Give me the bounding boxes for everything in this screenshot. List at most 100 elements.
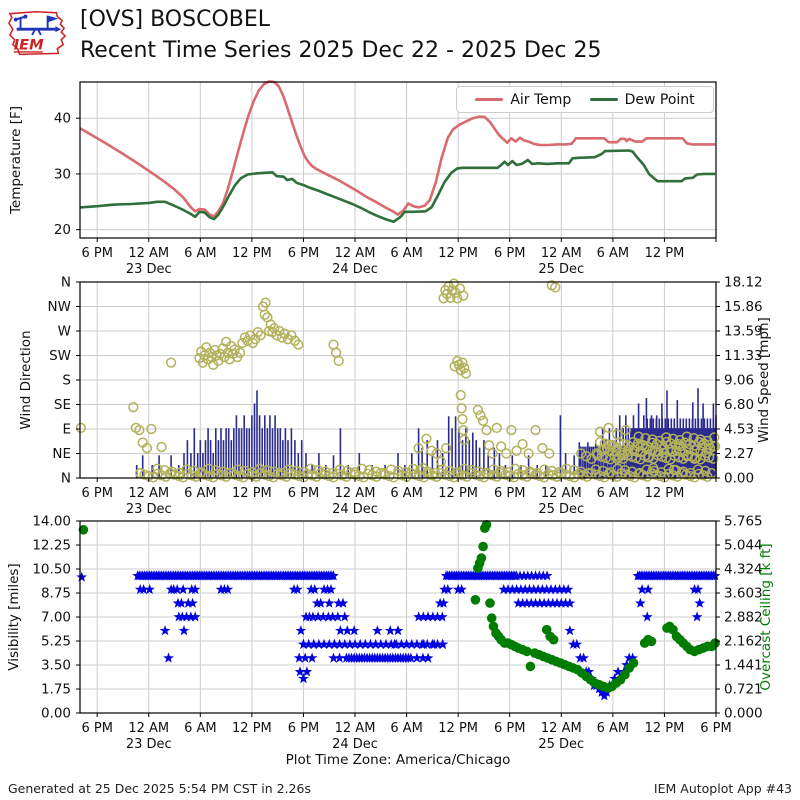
svg-text:14.00: 14.00	[32, 514, 71, 530]
dew-point-swatch	[589, 98, 618, 101]
svg-text:6 PM: 6 PM	[81, 246, 112, 261]
svg-text:6 PM: 6 PM	[81, 721, 112, 736]
svg-text:5.044: 5.044	[724, 538, 763, 554]
svg-text:23 Dec: 23 Dec	[126, 262, 172, 277]
visibility-stars	[76, 570, 721, 701]
svg-text:6 AM: 6 AM	[390, 486, 423, 501]
svg-text:12 PM: 12 PM	[645, 486, 685, 501]
svg-text:W: W	[58, 324, 71, 340]
logo-text: IEM	[14, 38, 44, 54]
svg-text:12 PM: 12 PM	[438, 246, 478, 261]
svg-text:12 AM: 12 AM	[335, 721, 376, 736]
svg-text:12 PM: 12 PM	[232, 486, 272, 501]
temperature-legend: Air Temp Dew Point	[456, 86, 714, 113]
svg-text:12 AM: 12 AM	[541, 486, 582, 501]
svg-text:6 AM: 6 AM	[390, 721, 423, 736]
svg-text:12 AM: 12 AM	[541, 246, 582, 261]
air-temp-line	[79, 80, 716, 218]
svg-text:6 PM: 6 PM	[288, 486, 319, 501]
svg-text:0.00: 0.00	[724, 471, 754, 487]
svg-text:23 Dec: 23 Dec	[126, 502, 172, 517]
svg-text:10.50: 10.50	[32, 562, 71, 578]
svg-text:12.25: 12.25	[32, 538, 71, 554]
svg-text:0.000: 0.000	[724, 706, 763, 722]
svg-text:40: 40	[54, 111, 71, 127]
svg-text:3.50: 3.50	[41, 658, 71, 674]
legend-item-air-temp: Air Temp	[475, 92, 571, 108]
svg-text:6 PM: 6 PM	[288, 721, 319, 736]
svg-text:0.721: 0.721	[724, 682, 763, 698]
svg-text:6 AM: 6 AM	[597, 486, 630, 501]
svg-text:12 AM: 12 AM	[128, 721, 169, 736]
svg-text:11.33: 11.33	[724, 348, 763, 364]
svg-text:0.00: 0.00	[41, 706, 71, 722]
svg-text:25 Dec: 25 Dec	[538, 262, 584, 277]
svg-text:12 AM: 12 AM	[128, 486, 169, 501]
wind-chart: N NW W SW S SE E NE N 18.12 15.86 13.59 11.33 9.06 6.8…	[18, 275, 772, 518]
svg-text:24 Dec: 24 Dec	[332, 737, 378, 752]
weather-station-icon	[13, 14, 62, 36]
svg-text:6 PM: 6 PM	[81, 486, 112, 501]
svg-text:1.75: 1.75	[41, 682, 71, 698]
svg-text:6 PM: 6 PM	[288, 246, 319, 261]
svg-text:6 AM: 6 AM	[184, 721, 217, 736]
legend-label-air-temp: Air Temp	[510, 91, 572, 108]
svg-text:2.27: 2.27	[724, 446, 754, 462]
svg-text:12 PM: 12 PM	[438, 721, 478, 736]
svg-text:12 AM: 12 AM	[335, 486, 376, 501]
svg-text:Wind Speed [mph]: Wind Speed [mph]	[756, 317, 772, 443]
svg-text:12 AM: 12 AM	[128, 246, 169, 261]
visibility-chart: 14.00 12.25 10.50 8.75 7.00 5.25 3.50 1.75 0.00 5…	[6, 514, 774, 769]
page-title: [OVS] BOSCOBEL	[80, 7, 271, 32]
generated-at-text: Generated at 25 Dec 2025 5:54 PM CST in …	[8, 781, 311, 796]
iowa-state-outline	[8, 10, 67, 56]
svg-text:SW: SW	[49, 348, 71, 364]
svg-text:12 PM: 12 PM	[232, 721, 272, 736]
svg-text:6 PM: 6 PM	[494, 486, 525, 501]
svg-text:Overcast Ceiling [k ft]: Overcast Ceiling [k ft]	[758, 543, 774, 690]
page-header: IEM [OVS] BOSCOBEL Recent Time Series 20…	[0, 0, 800, 76]
svg-text:12 PM: 12 PM	[438, 486, 478, 501]
svg-text:S: S	[62, 373, 71, 389]
svg-text:6 AM: 6 AM	[390, 246, 423, 261]
dew-point-line	[79, 149, 716, 224]
svg-text:2.882: 2.882	[724, 610, 763, 626]
svg-text:12 PM: 12 PM	[645, 721, 685, 736]
svg-text:6 AM: 6 AM	[184, 486, 217, 501]
svg-text:30: 30	[54, 166, 71, 182]
svg-text:25 Dec: 25 Dec	[538, 502, 584, 517]
ceiling-dots	[78, 520, 720, 693]
svg-text:NE: NE	[52, 446, 71, 462]
page-footer: Generated at 25 Dec 2025 5:54 PM CST in …	[0, 776, 800, 800]
svg-text:Wind Direction: Wind Direction	[18, 330, 34, 429]
legend-item-dew-point: Dew Point	[589, 92, 695, 108]
svg-text:9.06: 9.06	[724, 373, 754, 389]
svg-text:12 PM: 12 PM	[232, 246, 272, 261]
svg-text:1.441: 1.441	[724, 658, 763, 674]
air-temp-swatch	[475, 98, 504, 101]
svg-text:7.00: 7.00	[41, 610, 71, 626]
svg-text:6 PM: 6 PM	[700, 721, 731, 736]
app-id-text: IEM Autoplot App #43	[653, 781, 792, 796]
svg-text:4.324: 4.324	[724, 562, 763, 578]
svg-text:NW: NW	[48, 299, 71, 315]
svg-text:SE: SE	[54, 397, 71, 413]
titles-block: [OVS] BOSCOBEL Recent Time Series 2025 D…	[80, 4, 602, 66]
svg-text:23 Dec: 23 Dec	[126, 737, 172, 752]
svg-text:13.59: 13.59	[724, 324, 763, 340]
svg-text:6.80: 6.80	[724, 397, 754, 413]
svg-text:6 AM: 6 AM	[184, 246, 217, 261]
svg-text:3.603: 3.603	[724, 586, 763, 602]
svg-text:E: E	[62, 422, 71, 438]
svg-text:20: 20	[54, 222, 71, 238]
svg-text:Visibility [miles]: Visibility [miles]	[6, 563, 22, 670]
page-subtitle: Recent Time Series 2025 Dec 22 - 2025 De…	[80, 38, 602, 63]
svg-text:5.25: 5.25	[41, 634, 71, 650]
svg-text:8.75: 8.75	[41, 586, 71, 602]
svg-text:N: N	[61, 471, 71, 487]
svg-text:6 PM: 6 PM	[494, 721, 525, 736]
iem-logo: IEM	[8, 10, 67, 56]
svg-text:6 AM: 6 AM	[597, 246, 630, 261]
svg-text:24 Dec: 24 Dec	[332, 262, 378, 277]
